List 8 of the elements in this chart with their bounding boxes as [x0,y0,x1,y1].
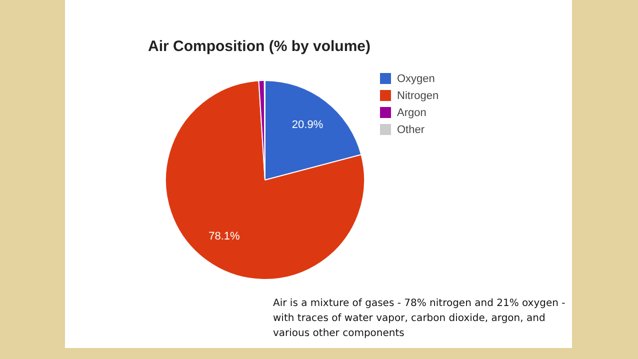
legend-label: Argon [397,106,426,118]
data-label: 78.1% [208,230,240,243]
legend-label: Oxygen [397,72,435,84]
text: Air is a mixture of gases - 78% nitrogen and 21% oxygen - with traces of water vapor, carbon dioxide, argon, and various other components [273,297,566,341]
legend-label: Other [397,124,425,136]
chart-title: Air Composition (% by volume) [148,38,371,55]
data-label: 20.9% [292,118,324,131]
legend-label: Nitrogen [397,90,439,102]
